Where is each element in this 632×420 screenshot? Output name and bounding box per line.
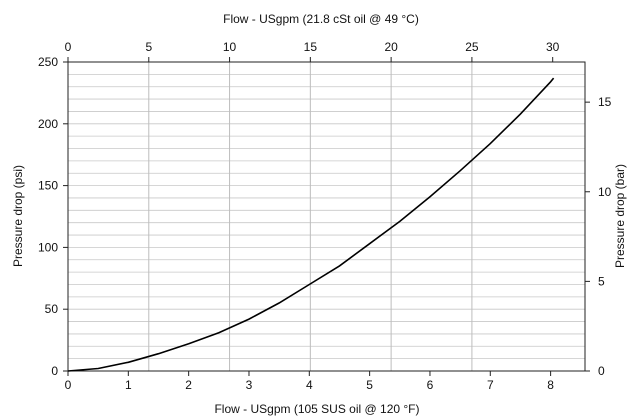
plot-frame (67, 61, 586, 372)
left-tick-label: 250 (38, 55, 58, 69)
top-tick-label: 0 (65, 40, 72, 54)
right-axis-title: Pressure drop (bar) (613, 164, 627, 268)
right-tick-label: 15 (598, 95, 612, 109)
top-tick-label: 30 (546, 40, 560, 54)
top-tick-label: 10 (223, 40, 237, 54)
bottom-tick-label: 8 (547, 378, 554, 392)
bottom-tick-label: 6 (427, 378, 434, 392)
left-tick-label: 150 (38, 179, 58, 193)
bottom-tick-label: 1 (125, 378, 132, 392)
right-tick-label: 5 (598, 274, 605, 288)
grid-lines (68, 62, 585, 371)
bottom-tick-label: 5 (366, 378, 373, 392)
bottom-tick-label: 0 (65, 378, 72, 392)
left-axis-title: Pressure drop (psi) (11, 165, 25, 267)
bottom-tick-label: 2 (185, 378, 192, 392)
bottom-tick-label: 3 (246, 378, 253, 392)
left-tick-label: 50 (45, 302, 59, 316)
left-tick-label: 0 (51, 364, 58, 378)
pressure-drop-curve (67, 77, 555, 372)
bottom-tick-label: 7 (487, 378, 494, 392)
right-tick-label: 10 (598, 185, 612, 199)
top-tick-label: 5 (145, 40, 152, 54)
right-tick-label: 0 (598, 364, 605, 378)
top-tick-label: 20 (384, 40, 398, 54)
bottom-tick-label: 4 (306, 378, 313, 392)
tick-marks (63, 57, 590, 376)
top-tick-label: 15 (304, 40, 318, 54)
left-tick-label: 200 (38, 117, 58, 131)
top-axis-title: Flow - USgpm (21.8 cSt oil @ 49 °C) (223, 12, 419, 26)
bottom-axis-title: Flow - USgpm (105 SUS oil @ 120 °F) (214, 402, 419, 416)
top-tick-label: 25 (465, 40, 479, 54)
left-tick-label: 100 (38, 240, 58, 254)
